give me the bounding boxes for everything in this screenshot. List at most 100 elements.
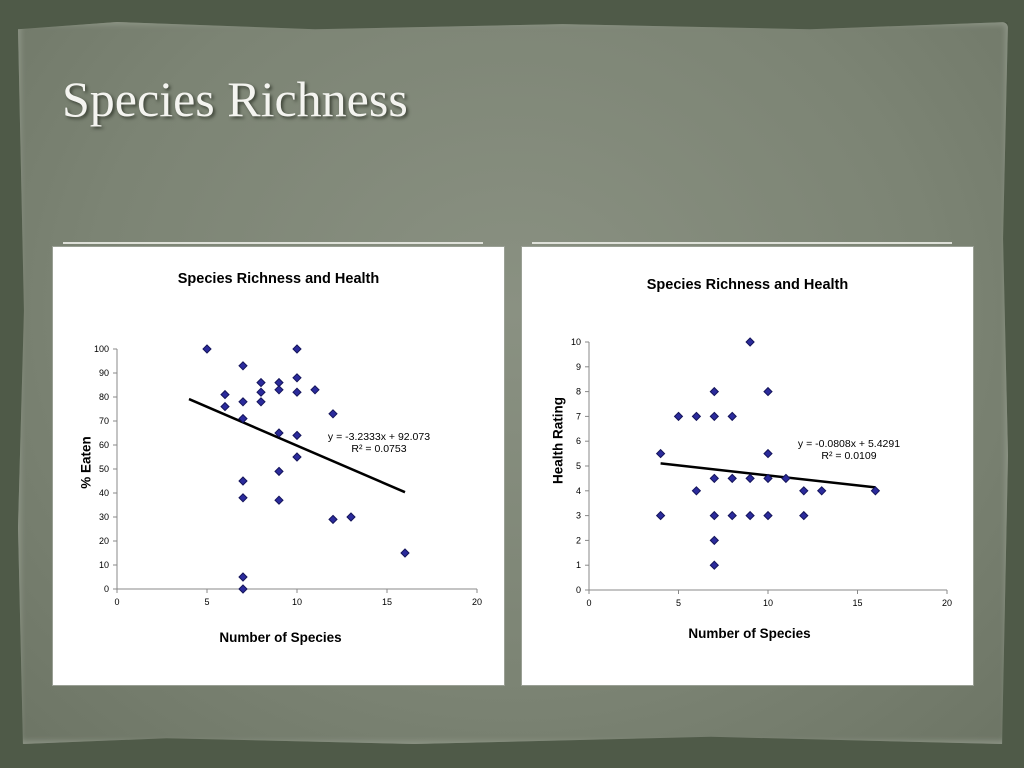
- data-point: [274, 428, 284, 438]
- data-point: [816, 486, 827, 496]
- data-point: [238, 584, 248, 594]
- y-tick-label: 3: [576, 511, 581, 521]
- data-point: [238, 361, 248, 371]
- data-point: [727, 473, 737, 484]
- data-point: [655, 510, 666, 521]
- chart-health-rating: 0 5 10 15 20 0 1 2 3 4 5 6 7 8 9 10 Species Richness an…: [521, 246, 974, 686]
- chart-plot-area: 0 5 10 15 20 0 1 2 3 4 5 6 7 8 9 10: [571, 337, 952, 608]
- data-point: [709, 473, 720, 484]
- trendline-equation: y = -0.0808x + 5.4291 R² = 0.0109: [769, 438, 929, 462]
- slide-title: Species Richness: [62, 71, 408, 127]
- y-tick-label: 7: [576, 411, 581, 421]
- r-squared-text: R² = 0.0753: [351, 443, 407, 455]
- y-tick-label: 40: [99, 488, 109, 498]
- y-tick-label: 10: [571, 337, 581, 347]
- x-axis-label: Number of Species: [219, 630, 342, 645]
- x-tick-label: 10: [292, 597, 302, 607]
- y-tick-label: 1: [576, 560, 581, 570]
- data-point: [691, 411, 702, 422]
- data-point: [763, 386, 773, 397]
- data-point: [745, 337, 755, 347]
- r-squared-text: R² = 0.0109: [821, 450, 877, 462]
- data-point: [256, 377, 266, 388]
- y-tick-label: 2: [576, 535, 581, 545]
- chart-title: Species Richness and Health: [646, 277, 849, 293]
- data-point: [799, 510, 809, 521]
- equation-text: y = -3.2333x + 92.073: [327, 431, 431, 443]
- data-point: [292, 430, 302, 441]
- chart-plot-area: 0 5 10 15 20 0 10 20 30 40 50 60 70 80 90 100: [94, 344, 482, 607]
- data-point: [400, 548, 410, 558]
- trendline-equation: y = -3.2333x + 92.073 R² = 0.0753: [299, 431, 459, 455]
- data-point: [238, 493, 248, 503]
- data-point: [202, 344, 212, 354]
- y-tick-label: 30: [99, 512, 109, 522]
- x-axis-label: Number of Species: [688, 626, 811, 641]
- data-point: [292, 387, 302, 397]
- chart-title: Species Richness and Health: [177, 271, 380, 287]
- data-point: [870, 486, 881, 496]
- data-point: [310, 385, 320, 395]
- data-point: [238, 413, 248, 424]
- data-point: [709, 386, 720, 397]
- y-tick-label: 90: [99, 368, 109, 378]
- y-tick-label: 20: [99, 536, 109, 546]
- data-point: [763, 473, 773, 484]
- trendline: [188, 397, 406, 494]
- y-tick-label: 60: [99, 440, 109, 450]
- data-point: [727, 510, 737, 521]
- divider-right: [532, 242, 952, 244]
- data-point: [745, 510, 755, 521]
- data-point: [691, 486, 702, 496]
- data-point: [292, 373, 302, 383]
- data-point: [328, 514, 338, 525]
- data-point: [346, 512, 356, 522]
- data-point: [238, 397, 248, 407]
- chart-percent-eaten: 0 5 10 15 20 0 10 20 30 40 50 60 70 80 90 100 Species R…: [52, 246, 505, 686]
- data-point: [763, 510, 773, 521]
- data-point: [763, 448, 773, 459]
- x-tick-label: 5: [676, 598, 681, 608]
- y-tick-label: 0: [104, 584, 109, 594]
- data-point: [256, 397, 266, 407]
- data-point: [709, 411, 720, 422]
- y-tick-label: 10: [99, 560, 109, 570]
- data-point: [745, 473, 755, 484]
- x-tick-label: 10: [763, 598, 773, 608]
- data-point: [727, 411, 737, 422]
- data-point: [292, 344, 302, 354]
- y-tick-label: 50: [99, 464, 109, 474]
- data-point: [292, 452, 302, 462]
- x-tick-label: 0: [114, 597, 119, 607]
- data-point: [673, 411, 684, 422]
- data-point: [238, 572, 248, 582]
- y-tick-label: 100: [94, 344, 109, 354]
- data-point: [709, 535, 720, 546]
- y-tick-label: 6: [576, 436, 581, 446]
- data-point: [274, 385, 284, 395]
- y-tick-label: 4: [576, 486, 581, 496]
- x-tick-label: 20: [472, 597, 482, 607]
- x-tick-label: 0: [586, 598, 591, 608]
- data-point: [799, 486, 809, 496]
- data-point: [655, 448, 666, 459]
- y-axis-label: Health Rating: [550, 397, 566, 485]
- x-tick-label: 5: [204, 597, 209, 607]
- y-tick-label: 5: [576, 461, 581, 471]
- y-tick-label: 8: [576, 387, 581, 397]
- x-tick-label: 15: [852, 598, 862, 608]
- data-point: [709, 560, 720, 570]
- y-tick-label: 80: [99, 392, 109, 402]
- data-point: [220, 401, 230, 412]
- data-point: [238, 476, 248, 486]
- x-tick-label: 20: [942, 598, 952, 608]
- y-tick-label: 0: [576, 585, 581, 595]
- y-tick-label: 9: [576, 362, 581, 372]
- data-point: [256, 387, 266, 397]
- y-tick-label: 70: [99, 416, 109, 426]
- data-point: [220, 389, 230, 400]
- divider-left: [63, 242, 483, 244]
- data-point: [328, 409, 338, 419]
- data-point: [274, 466, 284, 477]
- data-point: [709, 510, 720, 521]
